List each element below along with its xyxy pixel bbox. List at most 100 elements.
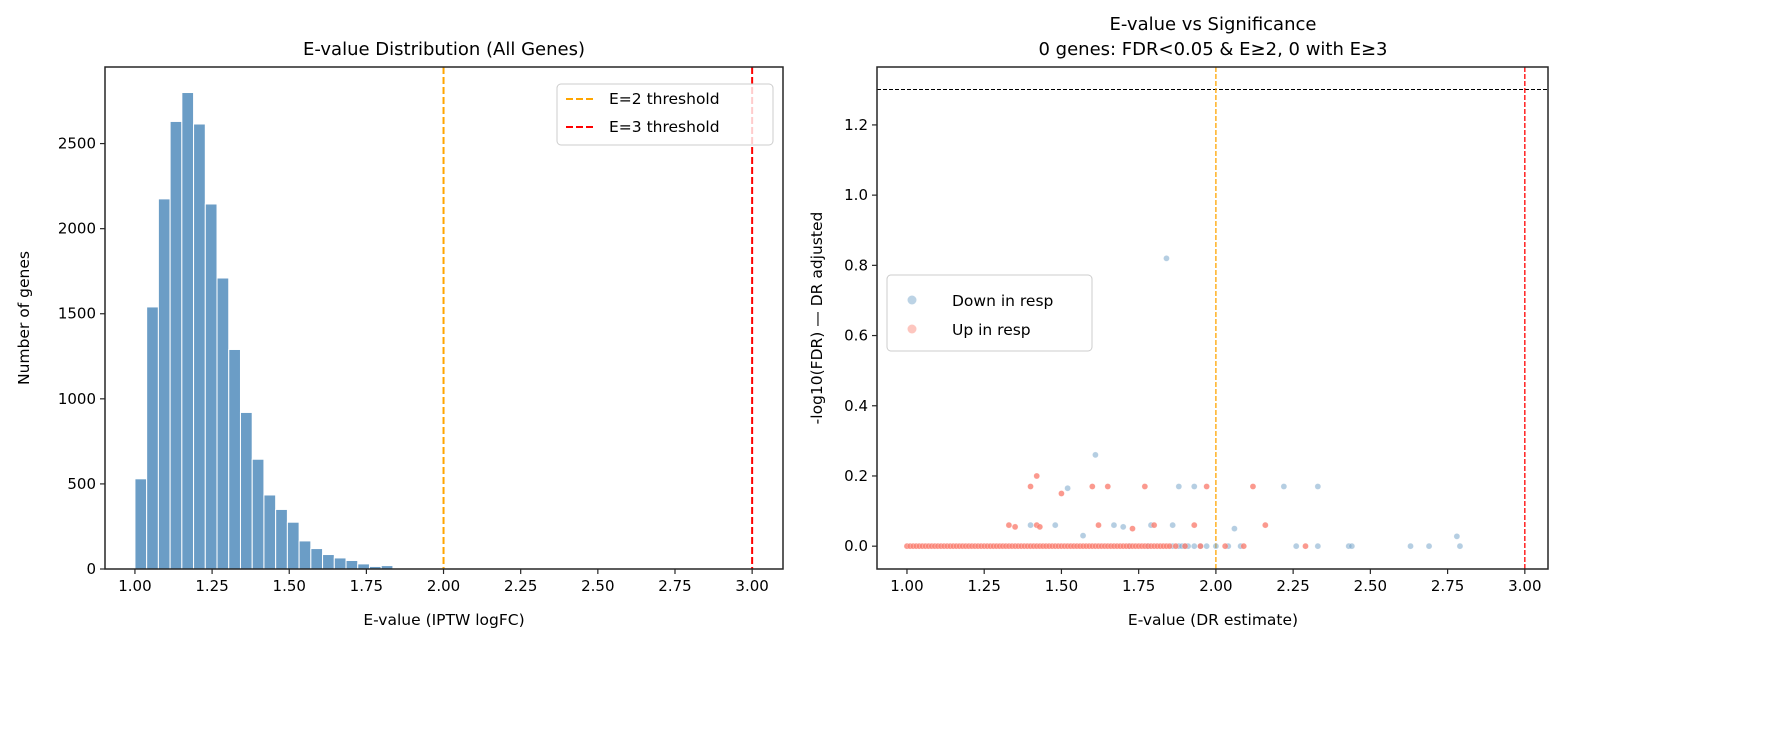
histogram-bar: [181, 92, 195, 570]
scatter-point-up: [1166, 542, 1173, 550]
histogram-bar: [228, 348, 241, 570]
scatter-point-down: [1064, 485, 1071, 492]
histogram-y-tick-label: 1000: [58, 390, 96, 408]
histogram-y-tick-label: 2500: [58, 135, 96, 153]
scatter-point-down: [1314, 542, 1322, 550]
scatter-panel: E-value vs Significance 0 genes: FDR<0.0…: [808, 14, 1549, 629]
scatter-point-up: [1150, 521, 1158, 529]
scatter-point-up: [1172, 542, 1179, 550]
scatter-x-tick-label: 3.00: [1508, 577, 1541, 595]
histogram-bar: [286, 521, 300, 570]
scatter-point-up: [1141, 483, 1149, 490]
histogram-bar: [216, 277, 230, 570]
legend-label-down: Down in resp: [952, 292, 1053, 310]
scatter-y-tick-label: 0.2: [844, 467, 868, 485]
scatter-x-label: E-value (DR estimate): [1128, 611, 1298, 629]
histogram-bar: [134, 478, 148, 570]
histogram-bar: [169, 120, 183, 570]
scatter-point-down: [1175, 483, 1183, 490]
scatter-point-down: [1092, 451, 1099, 459]
histogram-axes-frame: [104, 66, 784, 570]
scatter-point-down: [1212, 542, 1220, 550]
histogram-bar: [333, 557, 347, 570]
histogram-legend: E=2 threshold E=3 threshold: [556, 83, 774, 146]
scatter-point-down: [1456, 542, 1464, 550]
scatter-point-up: [1262, 521, 1269, 529]
histogram-x-tick-label: 2.00: [427, 577, 460, 595]
scatter-subtitle: 0 genes: FDR<0.05 & E≥2, 0 with E≥3: [1038, 39, 1387, 60]
scatter-point-down: [1110, 521, 1118, 529]
histogram-bar: [239, 411, 253, 570]
scatter-point-up: [1036, 523, 1044, 531]
histogram-x-tick-label: 1.50: [273, 577, 306, 595]
scatter-point-up: [1095, 521, 1102, 529]
scatter-x-tick-label: 2.50: [1354, 577, 1387, 595]
scatter-point-up: [1221, 542, 1229, 550]
histogram-y-label: Number of genes: [15, 251, 33, 385]
scatter-x-tick-label: 1.25: [967, 577, 1000, 595]
histogram-bar: [345, 559, 359, 570]
histogram-x-tick-label: 2.50: [581, 577, 614, 595]
scatter-y-tick-label: 0.8: [844, 256, 868, 274]
histogram-panel: E-value Distribution (All Genes) E-value…: [15, 39, 784, 629]
scatter-point-up: [1058, 490, 1065, 497]
scatter-point-up: [1181, 542, 1189, 550]
histogram-bar: [263, 494, 277, 570]
histogram-bar: [157, 198, 171, 570]
scatter-y-tick-label: 0.0: [844, 537, 868, 555]
scatter-point-down: [1052, 521, 1059, 529]
scatter-point-up: [1033, 472, 1040, 480]
legend-marker-up: [907, 324, 917, 334]
scatter-point-down: [1079, 532, 1087, 539]
scatter-point-up: [1129, 525, 1136, 532]
scatter-point-up: [1005, 521, 1013, 529]
histogram-bar: [310, 548, 324, 570]
histogram-y-tick-label: 0: [86, 560, 96, 578]
scatter-point-up: [1249, 483, 1257, 490]
scatter-y-tick-label: 0.6: [844, 327, 868, 345]
histogram-y-tick-label: 500: [67, 475, 96, 493]
histogram-bar: [357, 563, 370, 570]
scatter-point-up: [1089, 483, 1096, 490]
scatter-point-down: [1191, 483, 1198, 490]
scatter-point-down: [1407, 542, 1414, 550]
histogram-x-tick-label: 1.75: [350, 577, 383, 595]
scatter-point-down: [1120, 523, 1127, 531]
scatter-point-down: [1191, 542, 1198, 550]
histogram-bar: [251, 458, 265, 570]
scatter-point-down: [1314, 483, 1322, 490]
scatter-x-tick-label: 2.25: [1276, 577, 1309, 595]
histogram-bar: [298, 540, 312, 570]
histogram-y-tick-label: 1500: [58, 305, 96, 323]
scatter-point-down: [1293, 542, 1300, 550]
scatter-y-label: -log10(FDR) — DR adjusted: [808, 212, 826, 425]
scatter-y-tick-label: 1.0: [844, 186, 868, 204]
scatter-point-down: [1027, 521, 1034, 529]
histogram-title: E-value Distribution (All Genes): [303, 39, 585, 60]
histogram-x-label: E-value (IPTW logFC): [363, 611, 524, 629]
legend-label-e2: E=2 threshold: [609, 90, 720, 108]
scatter-point-down: [1163, 255, 1170, 262]
scatter-x-tick-label: 1.00: [890, 577, 923, 595]
legend-label-up: Up in resp: [952, 321, 1031, 339]
histogram-bar: [146, 306, 159, 570]
histogram-x-tick-label: 2.25: [504, 577, 537, 595]
scatter-y-tick-label: 1.2: [844, 116, 868, 134]
histogram-x-tick-label: 1.25: [195, 577, 228, 595]
histogram-bar: [193, 123, 206, 570]
scatter-point-down: [1453, 533, 1461, 540]
scatter-y-tick-label: 0.4: [844, 397, 868, 415]
scatter-point-down: [1231, 525, 1238, 532]
scatter-x-tick-label: 1.50: [1045, 577, 1078, 595]
scatter-point-down: [1348, 542, 1356, 550]
histogram-x-tick-label: 3.00: [735, 577, 768, 595]
scatter-point-up: [1027, 483, 1034, 490]
scatter-point-up: [1203, 483, 1210, 490]
scatter-x-tick-label: 1.75: [1122, 577, 1155, 595]
legend-marker-down: [907, 295, 917, 305]
scatter-point-down: [1280, 483, 1288, 490]
scatter-point-up: [1011, 523, 1019, 531]
histogram-bar: [275, 508, 288, 570]
scatter-point-down: [1203, 542, 1210, 550]
